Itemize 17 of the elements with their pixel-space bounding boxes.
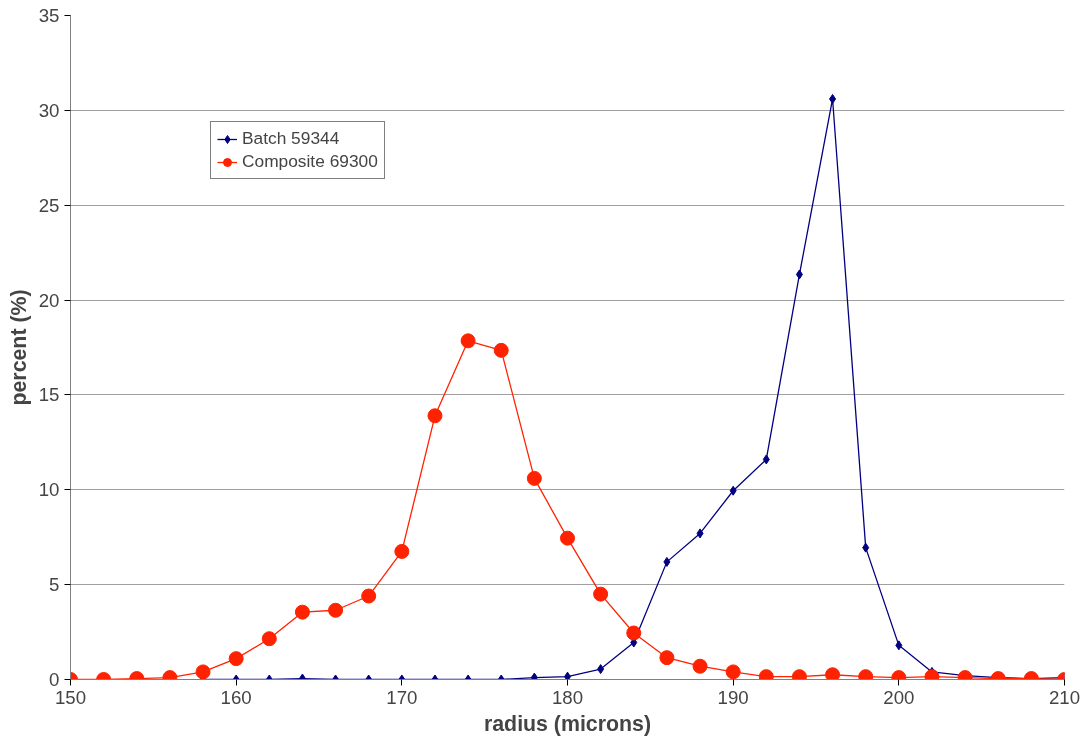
y-tick-label: 20 (38, 289, 60, 311)
x-axis-title: radius (microns) (483, 711, 652, 736)
x-tick-label: 210 (1048, 686, 1081, 708)
x-tick-label: 190 (717, 686, 749, 708)
x-tick-label: 200 (883, 686, 915, 708)
x-tick-label: 180 (551, 686, 584, 708)
y-tick-label: 25 (38, 194, 60, 216)
y-tick-label: 35 (38, 5, 60, 26)
y-tick-label: 5 (49, 574, 60, 596)
x-tick-label: 170 (386, 686, 418, 708)
y-tick-label: 15 (38, 384, 60, 406)
x-tick-label: 160 (220, 686, 252, 708)
y-tick-label: 10 (38, 479, 60, 501)
y-tick-label: 30 (38, 99, 60, 121)
legend-label: Batch 59344 (242, 128, 340, 149)
y-axis-title: percent (%) (6, 289, 31, 406)
legend-label: Composite 69300 (242, 151, 378, 172)
